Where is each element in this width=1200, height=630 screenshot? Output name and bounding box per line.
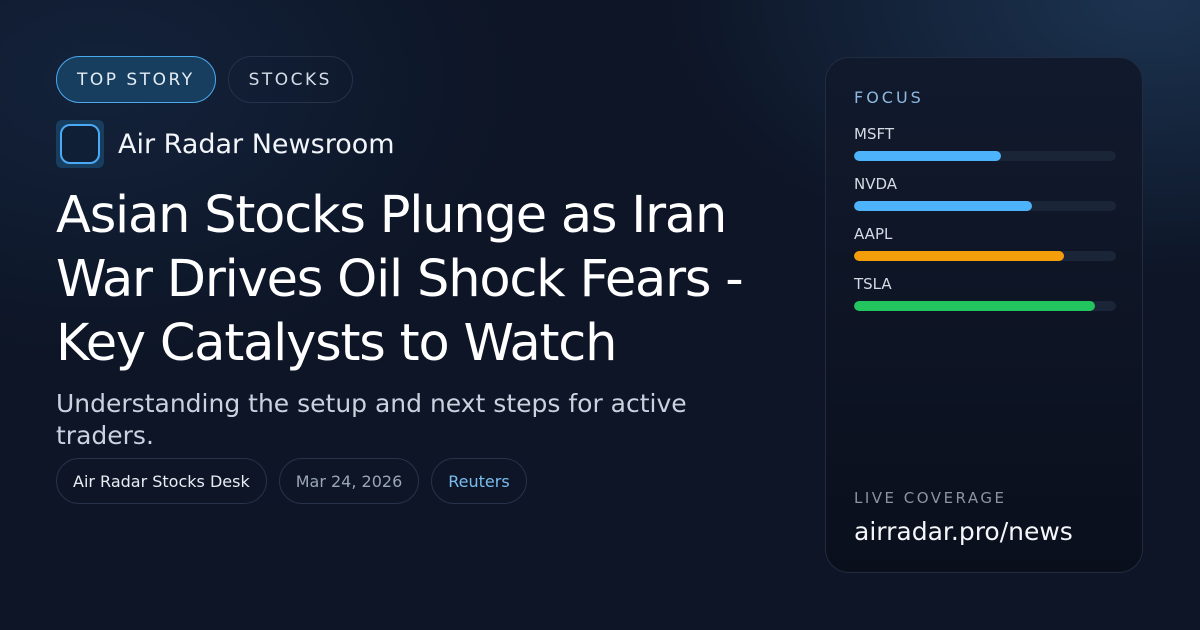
focus-card: FOCUS MSFT NVDA AAPL TSLA LIVE COVERAGE air… — [825, 57, 1143, 573]
focus-label: FOCUS — [854, 88, 924, 107]
rounded-square-icon — [56, 120, 104, 168]
focus-symbol: AAPL — [854, 225, 893, 243]
live-coverage-label: LIVE COVERAGE — [854, 489, 1007, 507]
focus-item-msft: MSFT — [854, 125, 1116, 161]
headline: Asian Stocks Plunge as Iran War Drives O… — [56, 186, 744, 373]
focus-bar-fill — [854, 201, 1033, 211]
date-pill: Mar 24, 2026 — [278, 458, 420, 504]
tag-top-story[interactable]: TOP STORY — [56, 56, 216, 103]
brand-name: Air Radar Newsroom — [118, 128, 395, 160]
focus-symbol: NVDA — [854, 175, 898, 193]
story-column: TOP STORY STOCKS Air Radar Newsroom Asia… — [56, 56, 786, 504]
brand: Air Radar Newsroom — [56, 120, 786, 168]
meta-list: Air Radar Stocks Desk Mar 24, 2026 Reute… — [56, 458, 786, 504]
focus-bar-fill — [854, 251, 1064, 261]
live-coverage: LIVE COVERAGE airradar.pro/news — [854, 489, 1073, 546]
tag-stocks[interactable]: STOCKS — [227, 56, 353, 103]
focus-bar-track — [854, 151, 1116, 161]
focus-bar-track — [854, 301, 1116, 311]
desk-pill: Air Radar Stocks Desk — [56, 458, 267, 504]
focus-bar-track — [854, 201, 1116, 211]
focus-item-tsla: TSLA — [854, 275, 1116, 311]
focus-symbol: MSFT — [854, 125, 894, 143]
focus-bar-track — [854, 251, 1116, 261]
focus-bar-fill — [854, 301, 1096, 311]
coverage-url[interactable]: airradar.pro/news — [854, 517, 1073, 546]
focus-item-nvda: NVDA — [854, 175, 1116, 211]
tag-list: TOP STORY STOCKS — [56, 56, 786, 103]
focus-item-aapl: AAPL — [854, 225, 1116, 261]
source-pill[interactable]: Reuters — [431, 458, 527, 504]
focus-bar-fill — [854, 151, 1001, 161]
subtitle: Understanding the setup and next steps f… — [56, 389, 687, 450]
focus-symbol: TSLA — [854, 275, 892, 293]
